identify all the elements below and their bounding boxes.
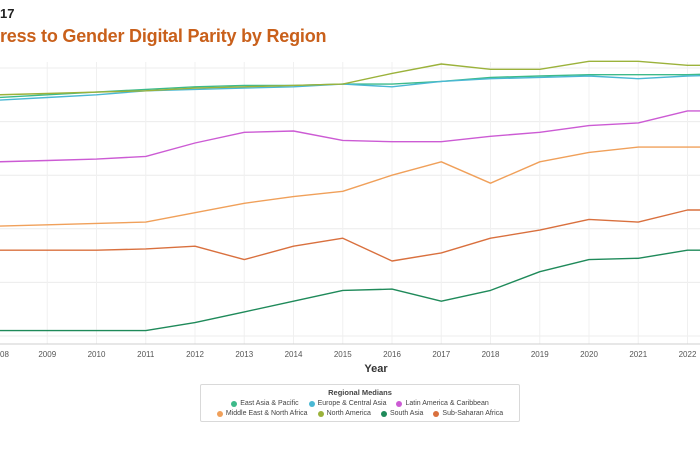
legend-label: North America [326,410,371,417]
legend-item: North America [317,410,371,417]
legend-item: Middle East & North Africa [216,410,308,417]
legend-row: Middle East & North Africa North America S… [201,410,519,417]
legend-item: Latin America & Caribbean [396,400,489,407]
legend-label: South Asia [389,410,424,417]
series-line-sub-saharan-africa [0,209,700,262]
legend-swatch [231,400,238,407]
legend-label: Europe & Central Asia [317,400,387,407]
x-tick-label: 2022 [679,350,697,359]
legend-item: Europe & Central Asia [308,400,387,407]
legend-swatch [433,410,440,417]
x-tick-label: 2018 [482,350,500,359]
legend-label: Sub-Saharan Africa [442,410,504,417]
legend: Regional Medians East Asia & Pacific Euro… [200,384,520,422]
legend-item: Sub-Saharan Africa [433,410,503,417]
x-tick-label: 2017 [432,350,450,359]
legend-item: East Asia & Pacific [231,400,299,407]
x-tick-label: 2010 [88,350,106,359]
series-line-middle-east-north-africa [0,146,700,227]
series-line-latin-america-caribbean [0,110,700,163]
legend-swatch [396,400,403,407]
x-tick-label: 2020 [580,350,598,359]
series-line-north-america [0,60,700,96]
figure-label: 17 [0,6,15,21]
legend-label: East Asia & Pacific [240,400,299,407]
legend-swatch [380,410,387,417]
x-tick-label: 2014 [285,350,303,359]
x-tick-label: 2013 [235,350,253,359]
x-tick-label: 2016 [383,350,401,359]
legend-swatch [317,410,324,417]
legend-swatch [308,400,315,407]
series-line-europe-central-asia [0,74,700,101]
legend-label: Latin America & Caribbean [405,400,489,407]
x-axis-ticks: 08 2009 2010 2011 2012 2013 2014 2015 2016 2017 20… [0,350,697,359]
x-axis-label: Year [364,363,388,375]
legend-swatch [216,410,223,417]
x-tick-label: 2012 [186,350,204,359]
legend-title: Regional Medians [328,388,392,397]
chart-title: ress to Gender Digital Parity by Region [0,26,327,46]
x-tick-label: 08 [0,350,9,359]
legend-label: Middle East & North Africa [225,410,308,417]
x-tick-label: 2009 [38,350,56,359]
legend-row: East Asia & Pacific Europe & Central Asia… [201,400,519,407]
gridlines [0,62,700,345]
x-tick-label: 2021 [629,350,647,359]
legend-item: South Asia [380,410,424,417]
x-tick-label: 2015 [334,350,352,359]
x-tick-label: 2011 [137,350,155,359]
series-line-south-asia [0,249,700,332]
series-lines [0,60,700,332]
x-tick-label: 2019 [531,350,549,359]
